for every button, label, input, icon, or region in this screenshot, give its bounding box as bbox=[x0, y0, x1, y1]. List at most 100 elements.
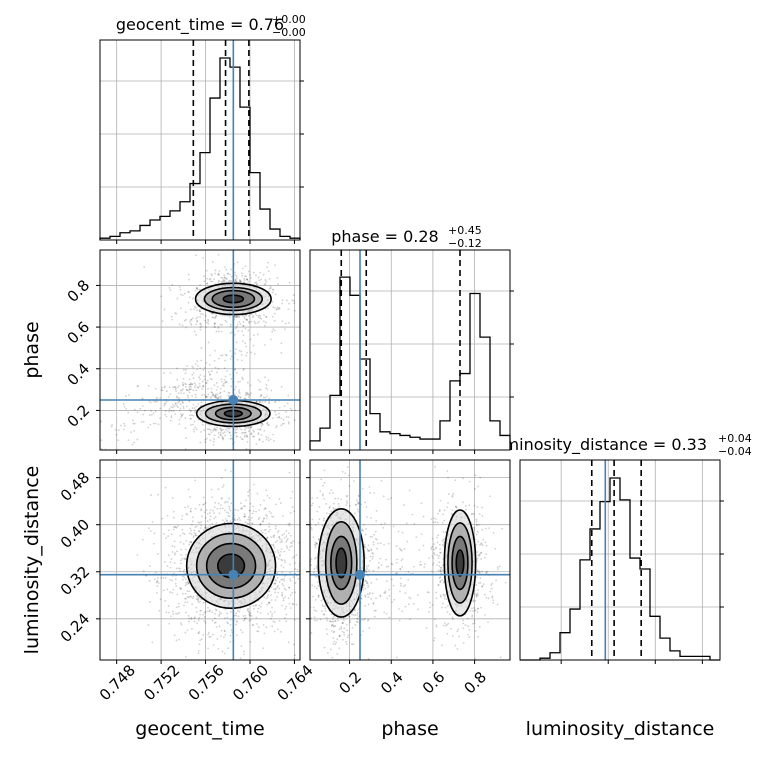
sample-point bbox=[276, 572, 279, 574]
sample-point bbox=[462, 627, 465, 630]
sample-point bbox=[225, 519, 228, 522]
sample-point bbox=[245, 275, 247, 278]
sample-point bbox=[379, 557, 382, 560]
sample-point bbox=[193, 620, 196, 623]
sample-point bbox=[338, 635, 341, 638]
sample-point bbox=[259, 523, 262, 526]
sample-point bbox=[149, 565, 151, 568]
sample-point bbox=[249, 392, 252, 395]
sample-point bbox=[224, 359, 227, 362]
sample-point bbox=[275, 413, 277, 416]
sample-point bbox=[199, 613, 201, 616]
sample-point bbox=[481, 515, 484, 517]
sample-point bbox=[271, 291, 274, 294]
sample-point bbox=[173, 405, 176, 408]
sample-point bbox=[315, 587, 318, 590]
sample-point bbox=[329, 663, 331, 665]
sample-point bbox=[335, 641, 338, 644]
sample-point bbox=[373, 533, 376, 536]
sample-point bbox=[223, 277, 226, 279]
sample-point bbox=[243, 515, 246, 518]
sample-point bbox=[203, 616, 206, 618]
sample-point bbox=[182, 570, 185, 573]
sample-point bbox=[181, 557, 184, 560]
sample-point bbox=[214, 272, 216, 275]
sample-point bbox=[265, 315, 267, 318]
sample-point bbox=[444, 606, 447, 609]
sample-point bbox=[261, 531, 264, 534]
sample-point bbox=[237, 330, 240, 332]
sample-point bbox=[367, 544, 370, 547]
sample-point bbox=[219, 427, 222, 430]
sample-point bbox=[174, 552, 176, 555]
sample-point bbox=[206, 396, 209, 398]
sample-point bbox=[182, 407, 185, 410]
sample-point bbox=[225, 381, 228, 383]
sample-point bbox=[370, 549, 373, 552]
sample-point bbox=[115, 433, 118, 436]
sample-point bbox=[321, 524, 324, 527]
sample-point bbox=[169, 615, 172, 618]
sample-point bbox=[130, 431, 132, 434]
sample-point bbox=[294, 582, 297, 584]
sample-point bbox=[451, 618, 454, 621]
sample-point bbox=[212, 644, 215, 646]
sample-point bbox=[489, 495, 492, 498]
sample-point bbox=[179, 413, 182, 415]
sample-point bbox=[142, 420, 145, 423]
sample-point bbox=[293, 299, 295, 302]
sample-point bbox=[377, 562, 380, 564]
sample-point bbox=[443, 597, 446, 600]
sample-point bbox=[184, 592, 187, 595]
sample-point bbox=[245, 314, 248, 317]
sample-point bbox=[480, 542, 483, 544]
sample-point bbox=[160, 295, 162, 298]
sample-point bbox=[133, 422, 136, 425]
sample-point bbox=[180, 518, 183, 521]
sample-point bbox=[291, 556, 294, 559]
sample-point bbox=[278, 581, 281, 583]
tick-label-x-phase: 0.4 bbox=[377, 668, 407, 698]
sample-point bbox=[184, 548, 187, 551]
sample-point bbox=[178, 409, 181, 412]
sample-point bbox=[281, 423, 284, 425]
sample-point bbox=[310, 558, 313, 560]
sample-point bbox=[484, 614, 486, 616]
sample-point bbox=[243, 316, 246, 319]
sample-point bbox=[280, 385, 283, 388]
sample-point bbox=[153, 532, 156, 535]
sample-point bbox=[317, 522, 320, 524]
sample-point bbox=[234, 385, 237, 388]
sample-point bbox=[288, 586, 291, 589]
sample-point bbox=[234, 368, 236, 371]
sample-point bbox=[251, 512, 254, 515]
sample-point bbox=[276, 549, 279, 552]
sample-point bbox=[278, 307, 281, 309]
sample-point bbox=[310, 617, 313, 620]
sample-point bbox=[171, 318, 174, 321]
sample-point bbox=[226, 272, 229, 275]
sample-point bbox=[224, 375, 227, 378]
sample-point bbox=[161, 386, 164, 389]
sample-point bbox=[274, 410, 276, 413]
sample-point bbox=[201, 421, 204, 424]
sample-point bbox=[235, 623, 237, 626]
sample-point bbox=[211, 619, 214, 622]
sample-point bbox=[182, 542, 185, 545]
title-phase-median: 0.28 bbox=[403, 227, 439, 246]
sample-point bbox=[352, 480, 355, 482]
sample-point bbox=[331, 623, 334, 626]
sample-point bbox=[159, 598, 162, 601]
sample-point bbox=[195, 396, 197, 399]
sample-point bbox=[435, 518, 437, 520]
sample-point bbox=[176, 593, 179, 596]
sample-point bbox=[473, 619, 476, 622]
sample-point bbox=[203, 393, 206, 396]
sample-point bbox=[240, 350, 243, 353]
sample-point bbox=[200, 508, 203, 511]
sample-point bbox=[235, 634, 238, 637]
sample-point bbox=[312, 595, 314, 598]
sample-point bbox=[227, 647, 230, 650]
sample-point bbox=[241, 431, 243, 434]
sample-point bbox=[365, 506, 368, 508]
